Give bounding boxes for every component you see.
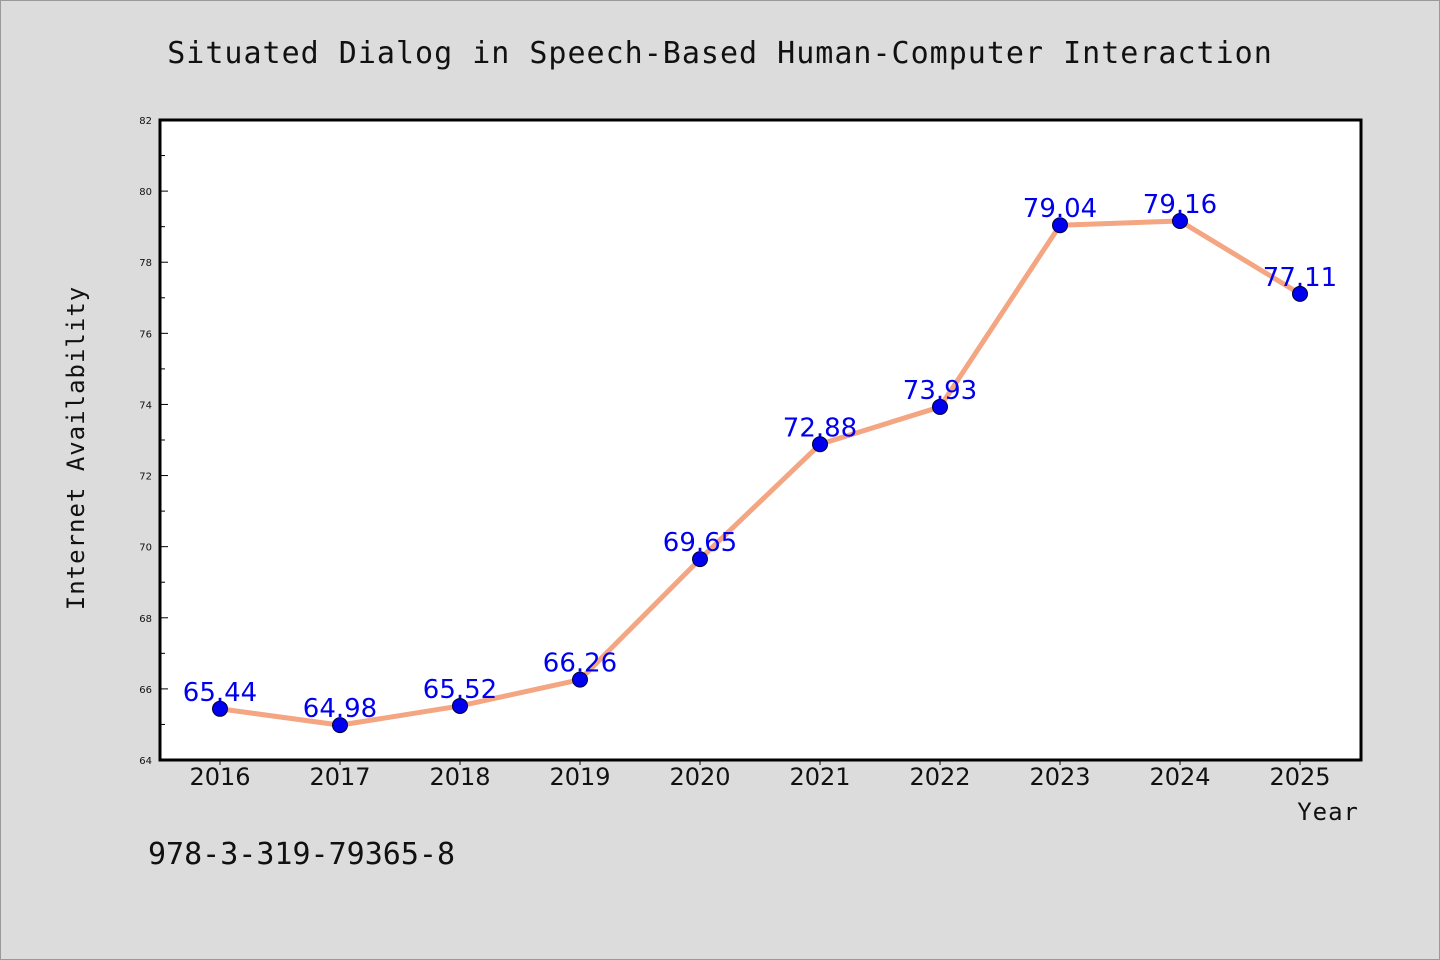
x-tick-label: 2018: [429, 763, 490, 791]
data-point: [1292, 285, 1308, 302]
data-label: 65.44: [183, 678, 257, 708]
y-tick-label: 80: [139, 187, 152, 198]
data-point: [692, 551, 708, 568]
chart-title: Situated Dialog in Speech-Based Human-Co…: [167, 36, 1273, 71]
x-tick-label: 2021: [789, 763, 850, 791]
x-axis: 2016 2017 2018 2019 2020 2021 2022 2023 2024 2025: [189, 760, 1331, 791]
data-point: [332, 717, 348, 734]
x-tick-label: 2024: [1149, 763, 1210, 791]
y-tick-label: 78: [139, 258, 152, 269]
plot-area: [160, 120, 1361, 760]
isbn-annotation: 978-3-319-79365-8: [148, 837, 455, 872]
data-point: [572, 671, 588, 688]
data-point: [812, 436, 828, 453]
y-tick-label: 74: [139, 400, 152, 411]
data-point: [932, 398, 948, 415]
data-label: 73.93: [903, 376, 977, 406]
data-label: 65.52: [423, 675, 497, 705]
data-label: 77.11: [1263, 263, 1337, 293]
x-tick-label: 2017: [309, 763, 370, 791]
y-tick-label: 72: [139, 472, 152, 483]
y-axis-label: Internet Availability: [62, 286, 90, 610]
y-tick-label: 68: [139, 614, 152, 625]
series-layer: 65.44 64.98 65.52 66.26 69.65 72.88 73.93 79.04…: [183, 190, 1337, 734]
data-label: 79.04: [1023, 194, 1097, 224]
y-tick-label: 76: [139, 329, 152, 340]
x-tick-label: 2019: [549, 763, 610, 791]
x-tick-label: 2025: [1269, 763, 1330, 791]
data-point: [1052, 217, 1068, 234]
x-tick-label: 2023: [1029, 763, 1090, 791]
series-line: [217, 218, 1303, 728]
y-tick-label: 70: [139, 543, 152, 554]
x-tick-label: 2020: [669, 763, 730, 791]
data-label: 72.88: [783, 413, 857, 443]
data-label: 66.26: [543, 649, 617, 679]
y-tick-label: 82: [139, 116, 152, 127]
data-point: [212, 700, 228, 717]
data-label: 64.98: [303, 694, 377, 724]
x-tick-label: 2022: [909, 763, 970, 791]
data-label: 69.65: [663, 528, 737, 558]
data-point: [452, 697, 468, 714]
x-axis-label: Year: [1297, 798, 1359, 826]
y-tick-label: 64: [139, 756, 152, 767]
data-label: 79.16: [1143, 190, 1217, 220]
plot-frame: [158, 118, 1363, 762]
x-tick-label: 2016: [189, 763, 250, 791]
data-point: [1172, 212, 1188, 229]
y-tick-label: 66: [139, 685, 152, 696]
